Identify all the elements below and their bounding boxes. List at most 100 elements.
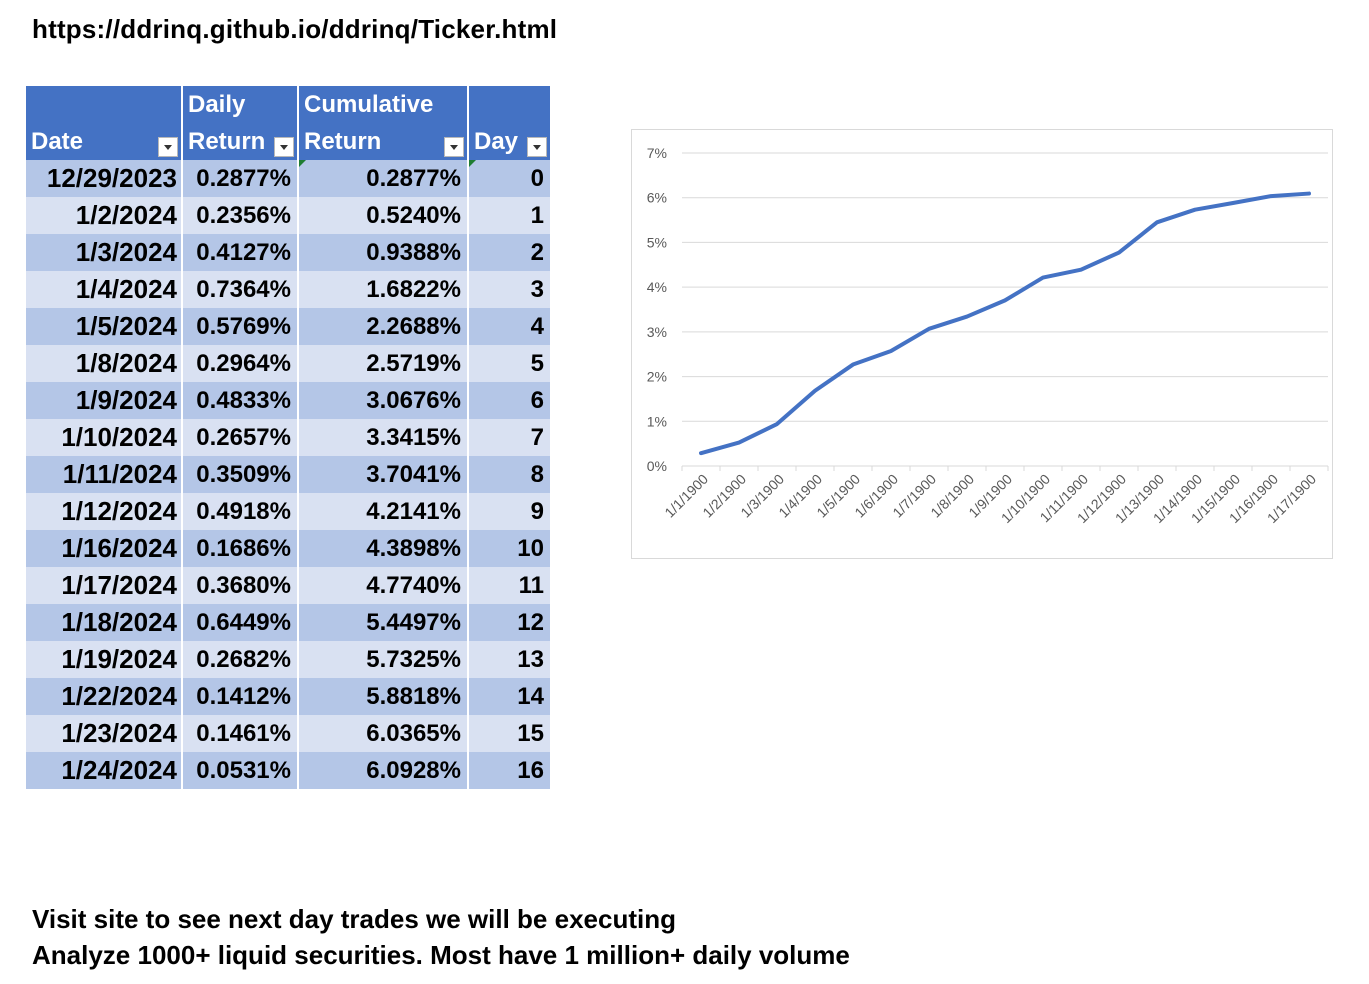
header-day: Day — [468, 86, 550, 160]
cumulative-return-cell[interactable]: 4.2141% — [298, 493, 469, 530]
date-cell[interactable]: 1/2/2024 — [26, 197, 183, 234]
date-cell[interactable]: 1/16/2024 — [26, 530, 183, 567]
daily-return-cell[interactable]: 0.0531% — [182, 752, 299, 789]
date-cell[interactable]: 1/5/2024 — [26, 308, 183, 345]
table-row: 1/5/2024 0.5769% 2.2688% 4 — [26, 308, 550, 345]
filter-dropdown-icon[interactable] — [444, 137, 464, 157]
day-cell[interactable]: 1 — [468, 197, 550, 234]
table-row: 1/2/2024 0.2356% 0.5240% 1 — [26, 197, 550, 234]
date-cell[interactable]: 1/3/2024 — [26, 234, 183, 271]
day-cell[interactable]: 6 — [468, 382, 550, 419]
daily-return-cell[interactable]: 0.2877% — [182, 160, 299, 197]
daily-return-cell[interactable]: 0.2682% — [182, 641, 299, 678]
date-cell[interactable]: 1/23/2024 — [26, 715, 183, 752]
date-cell[interactable]: 1/4/2024 — [26, 271, 183, 308]
error-indicator-icon — [469, 160, 476, 167]
table-row: 1/24/2024 0.0531% 6.0928% 16 — [26, 752, 550, 789]
site-url[interactable]: https://ddrinq.github.io/ddrinq/Ticker.h… — [32, 14, 558, 44]
day-cell[interactable]: 9 — [468, 493, 550, 530]
cumulative-return-cell[interactable]: 2.2688% — [298, 308, 469, 345]
daily-return-cell[interactable]: 0.3680% — [182, 567, 299, 604]
cumulative-return-cell[interactable]: 3.3415% — [298, 419, 469, 456]
table-row: 1/10/2024 0.2657% 3.3415% 7 — [26, 419, 550, 456]
cumulative-return-cell[interactable]: 0.9388% — [298, 234, 469, 271]
cumulative-return-cell[interactable]: 1.6822% — [298, 271, 469, 308]
returns-table: Date Daily Return Cumulative Return Day … — [26, 86, 550, 789]
daily-return-cell[interactable]: 0.3509% — [182, 456, 299, 493]
date-cell[interactable]: 1/17/2024 — [26, 567, 183, 604]
cumulative-return-cell[interactable]: 3.7041% — [298, 456, 469, 493]
cumulative-return-cell[interactable]: 2.5719% — [298, 345, 469, 382]
header-daily-return: Daily Return — [182, 86, 299, 160]
cumulative-return-cell[interactable]: 4.3898% — [298, 530, 469, 567]
daily-return-cell[interactable]: 0.4918% — [182, 493, 299, 530]
day-cell[interactable]: 16 — [468, 752, 550, 789]
date-cell[interactable]: 1/12/2024 — [26, 493, 183, 530]
daily-return-cell[interactable]: 0.6449% — [182, 604, 299, 641]
day-cell[interactable]: 11 — [468, 567, 550, 604]
daily-return-cell[interactable]: 0.7364% — [182, 271, 299, 308]
header-day-line1 — [474, 86, 550, 123]
filter-dropdown-icon[interactable] — [274, 137, 294, 157]
daily-return-cell[interactable]: 0.1686% — [182, 530, 299, 567]
y-tick-label: 0% — [647, 458, 667, 474]
daily-return-cell[interactable]: 0.2964% — [182, 345, 299, 382]
day-cell[interactable]: 2 — [468, 234, 550, 271]
cumulative-return-cell[interactable]: 0.5240% — [298, 197, 469, 234]
daily-return-cell[interactable]: 0.4833% — [182, 382, 299, 419]
date-cell[interactable]: 1/11/2024 — [26, 456, 183, 493]
date-cell[interactable]: 1/19/2024 — [26, 641, 183, 678]
table-row: 1/4/2024 0.7364% 1.6822% 3 — [26, 271, 550, 308]
cumulative-return-cell[interactable]: 6.0365% — [298, 715, 469, 752]
daily-return-cell[interactable]: 0.1412% — [182, 678, 299, 715]
day-cell[interactable]: 10 — [468, 530, 550, 567]
daily-return-cell[interactable]: 0.1461% — [182, 715, 299, 752]
day-cell[interactable]: 13 — [468, 641, 550, 678]
cumulative-return-cell[interactable]: 5.7325% — [298, 641, 469, 678]
chart-canvas: 0%1%2%3%4%5%6%7%1/1/19001/2/19001/3/1900… — [647, 145, 1329, 526]
day-cell[interactable]: 12 — [468, 604, 550, 641]
header-daily-line2: Return — [188, 128, 266, 155]
table-row: 1/16/2024 0.1686% 4.3898% 10 — [26, 530, 550, 567]
day-cell[interactable]: 3 — [468, 271, 550, 308]
date-cell[interactable]: 1/10/2024 — [26, 419, 183, 456]
date-cell[interactable]: 1/9/2024 — [26, 382, 183, 419]
day-cell[interactable]: 4 — [468, 308, 550, 345]
footer-line-2: Analyze 1000+ liquid securities. Most ha… — [32, 940, 850, 970]
daily-return-cell[interactable]: 0.2657% — [182, 419, 299, 456]
cumulative-return-cell[interactable]: 6.0928% — [298, 752, 469, 789]
cumulative-return-cell[interactable]: 5.8818% — [298, 678, 469, 715]
filter-dropdown-icon[interactable] — [527, 137, 547, 157]
footer-line-1: Visit site to see next day trades we wil… — [32, 904, 676, 934]
y-tick-label: 1% — [647, 413, 667, 429]
error-indicator-icon — [299, 160, 306, 167]
table-row: 1/12/2024 0.4918% 4.2141% 9 — [26, 493, 550, 530]
day-cell[interactable]: 0 — [468, 160, 550, 197]
cumulative-return-cell[interactable]: 4.7740% — [298, 567, 469, 604]
day-cell[interactable]: 8 — [468, 456, 550, 493]
date-cell[interactable]: 1/22/2024 — [26, 678, 183, 715]
daily-return-cell[interactable]: 0.4127% — [182, 234, 299, 271]
table-row: 1/9/2024 0.4833% 3.0676% 6 — [26, 382, 550, 419]
daily-return-cell[interactable]: 0.2356% — [182, 197, 299, 234]
header-day-label: Day — [474, 128, 519, 155]
daily-return-cell[interactable]: 0.5769% — [182, 308, 299, 345]
cumulative-return-cell[interactable]: 5.4497% — [298, 604, 469, 641]
day-cell[interactable]: 5 — [468, 345, 550, 382]
cumulative-return-cell[interactable]: 0.2877% — [298, 160, 469, 197]
date-cell[interactable]: 1/18/2024 — [26, 604, 183, 641]
table-row: 1/19/2024 0.2682% 5.7325% 13 — [26, 641, 550, 678]
cumulative-return-chart[interactable]: 0% 1% 2% 3% 4% 5% 6% 7% 1/1/1900 1/2/1900 1/3/1900… — [631, 129, 1333, 559]
date-cell[interactable]: 1/24/2024 — [26, 752, 183, 789]
cumulative-return-cell[interactable]: 3.0676% — [298, 382, 469, 419]
date-cell[interactable]: 12/29/2023 — [26, 160, 183, 197]
date-cell[interactable]: 1/8/2024 — [26, 345, 183, 382]
day-cell[interactable]: 7 — [468, 419, 550, 456]
filter-dropdown-icon[interactable] — [158, 137, 178, 157]
day-cell[interactable]: 14 — [468, 678, 550, 715]
table-row: 1/18/2024 0.6449% 5.4497% 12 — [26, 604, 550, 641]
day-cell[interactable]: 15 — [468, 715, 550, 752]
y-tick-label: 7% — [647, 145, 667, 161]
table-row: 1/17/2024 0.3680% 4.7740% 11 — [26, 567, 550, 604]
table-row: 1/23/2024 0.1461% 6.0365% 15 — [26, 715, 550, 752]
